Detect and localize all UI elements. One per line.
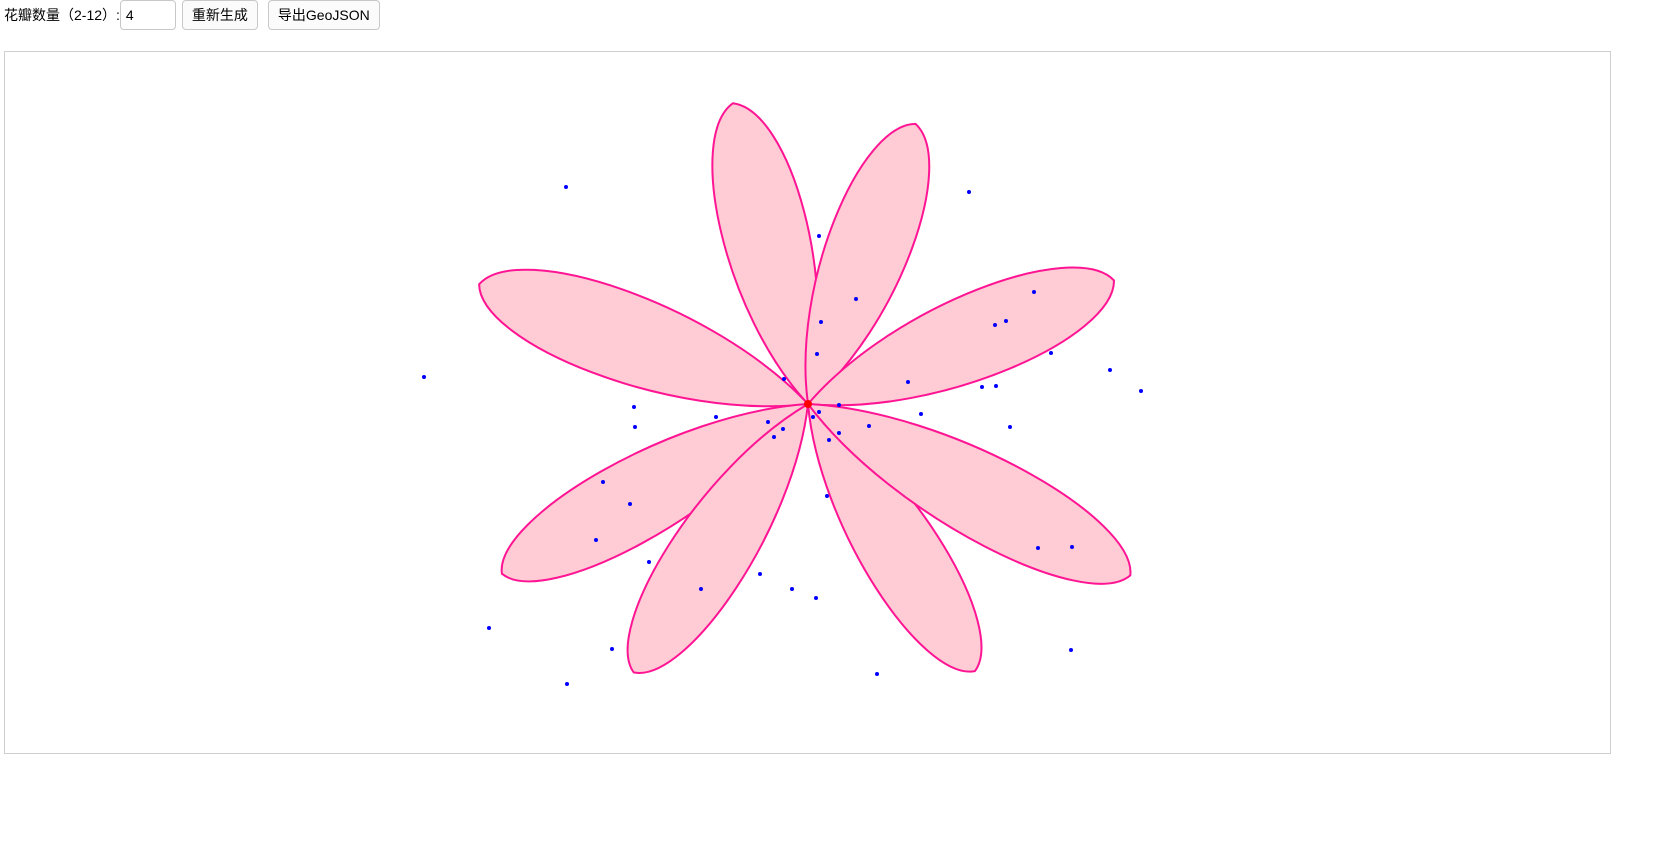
random-point: [628, 502, 632, 506]
random-point: [781, 427, 785, 431]
random-point: [906, 380, 910, 384]
random-point: [1008, 425, 1012, 429]
random-point: [610, 647, 614, 651]
export-geojson-button[interactable]: 导出GeoJSON: [267, 0, 380, 30]
random-point: [632, 405, 636, 409]
flower-center-point: [804, 400, 812, 408]
petal-6: [626, 402, 810, 674]
random-point: [837, 431, 841, 435]
petal-count-label: 花瓣数量（2-12）:: [4, 7, 120, 23]
random-point: [1032, 290, 1036, 294]
petal-2: [804, 122, 931, 406]
random-point: [1049, 351, 1053, 355]
petal-8: [805, 402, 1132, 585]
page-margin: [1652, 0, 1673, 850]
random-point: [815, 352, 819, 356]
random-point: [825, 494, 829, 498]
random-point: [919, 412, 923, 416]
random-point: [766, 420, 770, 424]
random-point: [837, 403, 841, 407]
random-point: [817, 234, 821, 238]
flower-drawing: [422, 102, 1143, 686]
petal-3: [805, 266, 1116, 407]
regenerate-button[interactable]: 重新生成: [181, 0, 258, 30]
random-point: [854, 297, 858, 301]
random-point: [633, 425, 637, 429]
petals-layer: [478, 102, 1132, 674]
random-point: [790, 587, 794, 591]
random-point: [1004, 319, 1008, 323]
random-point: [1108, 368, 1112, 372]
random-point: [811, 415, 815, 419]
random-point: [422, 375, 426, 379]
random-point: [993, 323, 997, 327]
random-points-layer: [422, 185, 1143, 686]
random-point: [758, 572, 762, 576]
random-point: [594, 538, 598, 542]
random-point: [980, 385, 984, 389]
random-point: [1139, 389, 1143, 393]
petal-count-input[interactable]: [119, 0, 176, 30]
random-point: [772, 435, 776, 439]
random-point: [1070, 545, 1074, 549]
random-point: [967, 190, 971, 194]
random-point: [819, 320, 823, 324]
random-point: [814, 596, 818, 600]
random-point: [601, 480, 605, 484]
random-point: [564, 185, 568, 189]
random-point: [487, 626, 491, 630]
random-point: [867, 424, 871, 428]
random-point: [782, 377, 786, 381]
random-point: [994, 384, 998, 388]
random-point: [565, 682, 569, 686]
random-point: [647, 560, 651, 564]
random-point: [875, 672, 879, 676]
random-point: [1069, 648, 1073, 652]
random-point: [817, 410, 821, 414]
random-point: [714, 415, 718, 419]
petal-4: [478, 268, 811, 408]
random-point: [1036, 546, 1040, 550]
random-point: [827, 438, 831, 442]
random-point: [699, 587, 703, 591]
toolbar: 花瓣数量（2-12）: 重新生成 导出GeoJSON: [4, 0, 390, 30]
drawing-canvas[interactable]: [4, 51, 1611, 754]
